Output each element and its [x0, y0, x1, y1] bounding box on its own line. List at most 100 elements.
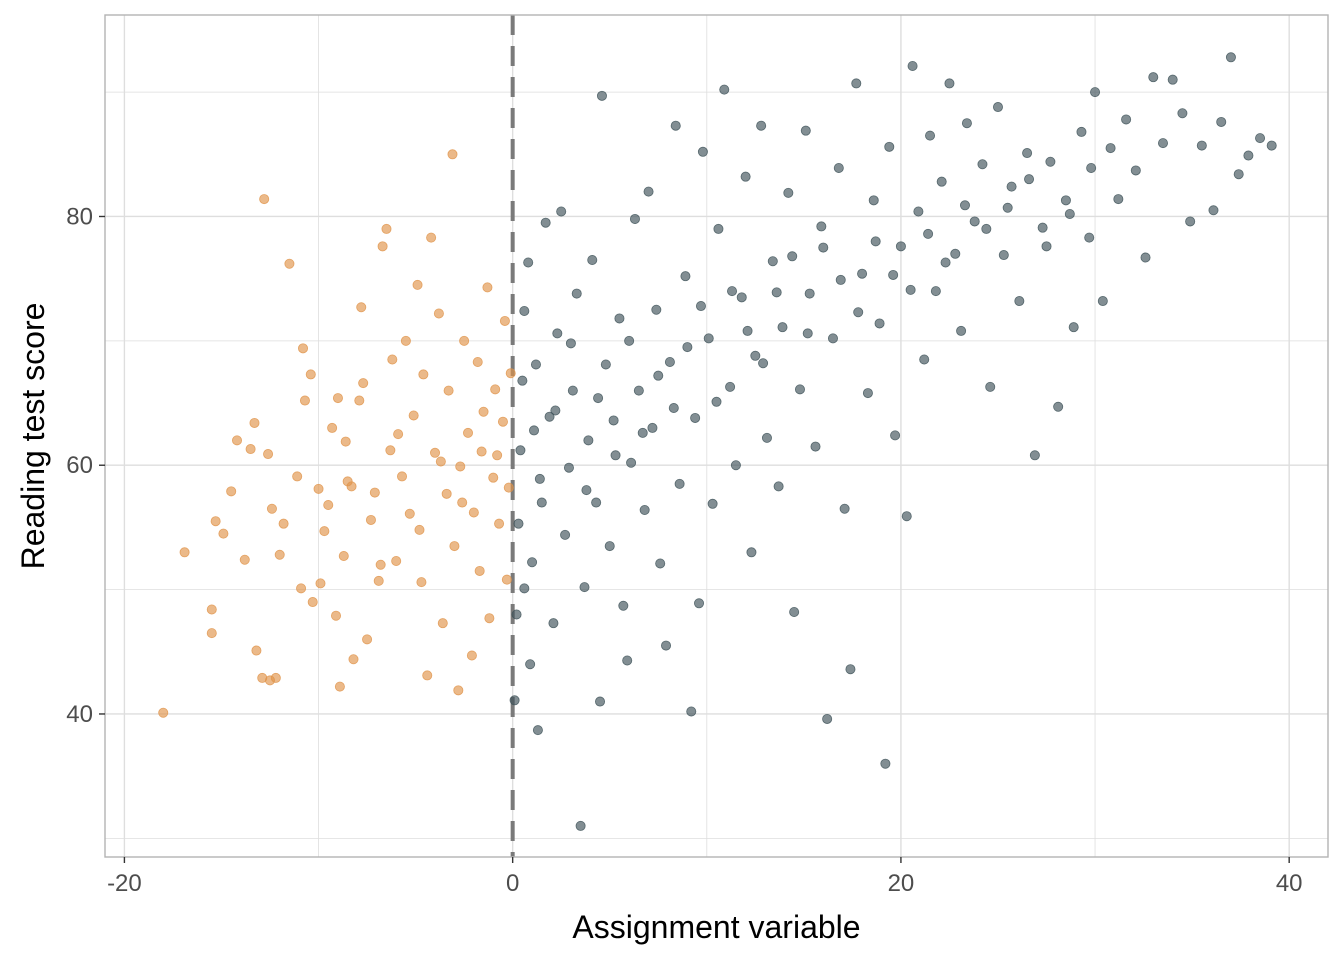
control-point — [459, 335, 470, 346]
treatment-point — [707, 498, 718, 509]
treatment-point — [532, 725, 543, 736]
control-point — [179, 547, 190, 558]
control-point — [501, 574, 512, 585]
treatment-point — [742, 325, 753, 336]
control-point — [327, 422, 338, 433]
treatment-point — [719, 84, 730, 95]
treatment-point — [794, 384, 805, 395]
control-point — [332, 393, 343, 404]
control-point — [266, 503, 277, 514]
treatment-point — [901, 511, 912, 522]
treatment-point — [895, 241, 906, 252]
control-point — [305, 369, 316, 380]
control-point — [263, 449, 274, 460]
treatment-point — [639, 505, 650, 516]
control-point — [218, 528, 229, 539]
treatment-point — [618, 600, 629, 611]
control-point — [358, 378, 369, 389]
treatment-point — [523, 257, 534, 268]
control-point — [408, 410, 419, 421]
control-point — [447, 149, 458, 160]
control-point — [346, 481, 357, 492]
treatment-point — [633, 385, 644, 396]
grid-lines — [105, 15, 1328, 857]
treatment-point — [664, 356, 675, 367]
treatment-point — [525, 659, 536, 670]
control-point — [278, 518, 289, 529]
treatment-point — [940, 257, 951, 268]
treatment-point — [919, 354, 930, 365]
treatment-point — [802, 328, 813, 339]
x-axis-title: Assignment variable — [572, 909, 860, 945]
treatment-point — [593, 393, 604, 404]
treatment-point — [1076, 126, 1087, 137]
x-axis-ticks: -20 0 20 40 — [107, 857, 1303, 897]
treatment-point — [845, 664, 856, 675]
treatment-point — [643, 186, 654, 197]
treatment-point — [773, 481, 784, 492]
control-point — [232, 435, 243, 446]
treatment-point — [884, 141, 895, 152]
treatment-point — [565, 338, 576, 349]
treatment-point — [868, 195, 879, 206]
control-point — [377, 241, 388, 252]
treatment-point — [771, 287, 782, 298]
control-point — [426, 232, 437, 243]
treatment-point — [816, 221, 827, 232]
control-point — [499, 315, 510, 326]
control-point — [298, 343, 309, 354]
treatment-point — [587, 255, 598, 266]
control-point — [299, 395, 310, 406]
control-point — [296, 583, 307, 594]
treatment-point — [833, 162, 844, 173]
treatment-point — [527, 557, 538, 568]
treatment-point — [1255, 133, 1266, 144]
treatment-point — [750, 350, 761, 361]
control-point — [387, 354, 398, 365]
treatment-point — [637, 427, 648, 438]
control-point — [433, 308, 444, 319]
control-point — [323, 500, 334, 511]
control-point — [443, 385, 454, 396]
treatment-point — [686, 706, 697, 717]
treatment-point — [567, 385, 578, 396]
treatment-point — [1097, 296, 1108, 307]
treatment-point — [822, 713, 833, 724]
control-point — [369, 487, 380, 498]
treatment-point — [519, 583, 530, 594]
treatment-point — [758, 358, 769, 369]
control-point — [437, 618, 448, 629]
treatment-point — [874, 318, 885, 329]
treatment-point — [1140, 252, 1151, 263]
treatment-point — [624, 335, 635, 346]
treatment-point — [626, 457, 637, 468]
control-point — [393, 429, 404, 440]
y-axis-title: Reading test score — [15, 303, 51, 570]
control-point — [292, 471, 303, 482]
control-point — [249, 417, 260, 428]
treatment-point — [913, 206, 924, 217]
treatment-point — [529, 425, 540, 436]
treatment-point — [905, 284, 916, 295]
treatment-point — [1084, 232, 1095, 243]
control-point — [206, 628, 217, 639]
treatment-point — [622, 655, 633, 666]
treatment-point — [682, 342, 693, 353]
treatment-point — [651, 304, 662, 315]
control-point — [468, 507, 479, 518]
control-point — [476, 446, 487, 457]
control-point — [463, 427, 474, 438]
treatment-point — [534, 473, 545, 484]
treatment-point — [761, 432, 772, 443]
treatment-point — [880, 758, 891, 769]
treatment-point — [544, 411, 555, 422]
control-point — [494, 518, 505, 529]
control-point — [313, 483, 324, 494]
control-point — [435, 456, 446, 467]
control-point — [492, 450, 503, 461]
treatment-point — [1243, 150, 1254, 161]
treatment-point — [509, 695, 520, 706]
control-point — [412, 279, 423, 290]
treatment-point — [956, 325, 967, 336]
control-point — [474, 565, 485, 576]
